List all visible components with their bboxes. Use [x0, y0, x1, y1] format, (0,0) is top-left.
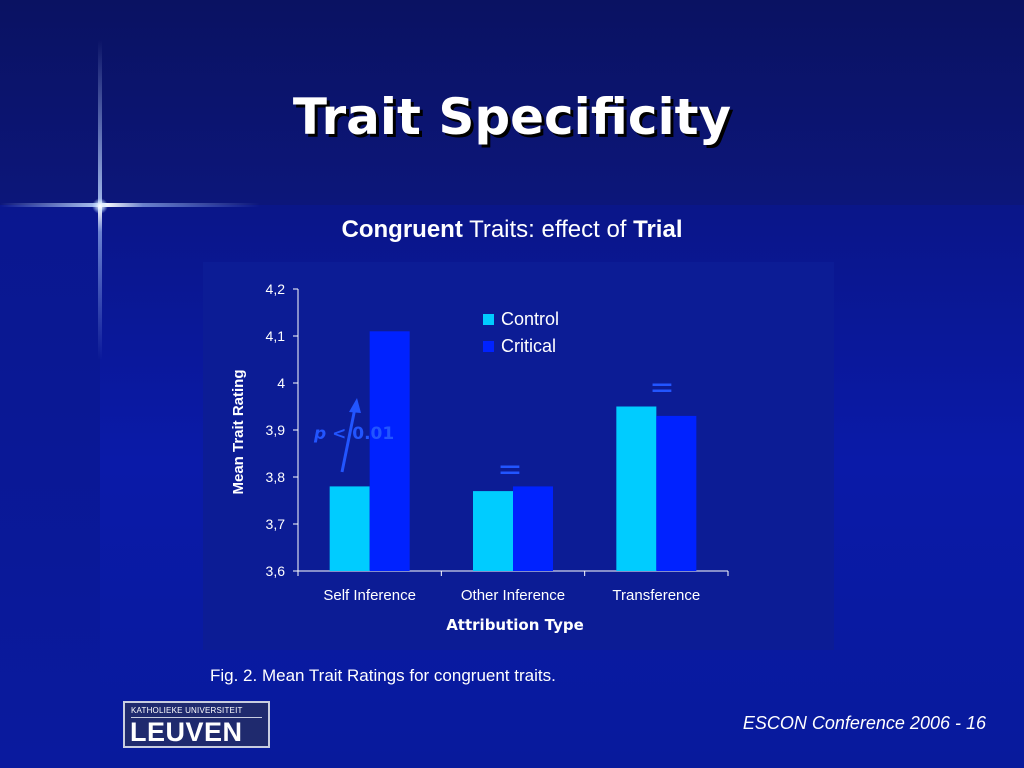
logo-divider [131, 717, 262, 718]
equal-sign-annotation: = [497, 452, 522, 487]
y-tick-label: 4,2 [266, 281, 286, 297]
sparkle-icon [92, 198, 108, 214]
logo-main-text: LEUVEN [130, 717, 243, 747]
header-band [0, 0, 1024, 205]
bar-control [616, 406, 657, 571]
chart-subtitle: Congruent Traits: effect of Trial [0, 216, 1024, 244]
x-tick-label: Transference [612, 587, 700, 604]
legend-swatch-control [483, 314, 494, 325]
bar-critical [369, 331, 410, 571]
significance-arrow [340, 407, 357, 473]
legend-swatch-critical [483, 341, 494, 352]
footer-conference: ESCON Conference 2006 - 16 [742, 713, 986, 733]
y-tick-label: 4,1 [266, 328, 286, 344]
bar-control [473, 491, 513, 571]
sparkle-horizontal [0, 203, 260, 207]
equal-sign-annotation: = [649, 370, 674, 405]
bar-critical [513, 486, 553, 571]
slide-title: Trait Specificity [292, 88, 732, 146]
y-tick-label: 3,9 [266, 422, 286, 438]
bar-critical [656, 415, 697, 571]
y-tick-label: 3,6 [266, 563, 286, 579]
subtitle-trial: Trial [633, 216, 683, 243]
p-value-threshold: < 0.01 [326, 424, 394, 444]
legend-label-control: Control [501, 309, 559, 329]
bar-control [329, 486, 370, 571]
subtitle-middle: Traits: effect of [462, 216, 634, 243]
y-tick-label: 3,8 [266, 469, 286, 485]
legend-label-critical: Critical [501, 336, 556, 356]
x-tick-label: Other Inference [461, 587, 565, 604]
p-value-symbol: p [313, 424, 326, 444]
arrow-head-icon [349, 398, 361, 413]
logo-top-text: KATHOLIEKE UNIVERSITEIT [131, 706, 243, 715]
left-band [0, 205, 100, 768]
x-axis-title: Attribution Type [446, 616, 584, 634]
y-axis-title: Mean Trait Rating [230, 369, 247, 494]
bar-chart: 3,6 3,7 3,8 3,9 4 4,1 4,2 Self Inference Other I… [230, 281, 729, 634]
y-tick-label: 4 [277, 375, 285, 391]
figure-caption: Fig. 2. Mean Trait Ratings for congruent… [210, 666, 556, 685]
significance-label: p < 0.01 [313, 424, 394, 444]
subtitle-congruent: Congruent [341, 216, 463, 243]
y-tick-label: 3,7 [266, 516, 286, 532]
chart-panel [203, 262, 834, 650]
x-tick-label: Self Inference [323, 587, 416, 604]
university-logo: KATHOLIEKE UNIVERSITEIT LEUVEN [123, 701, 270, 748]
